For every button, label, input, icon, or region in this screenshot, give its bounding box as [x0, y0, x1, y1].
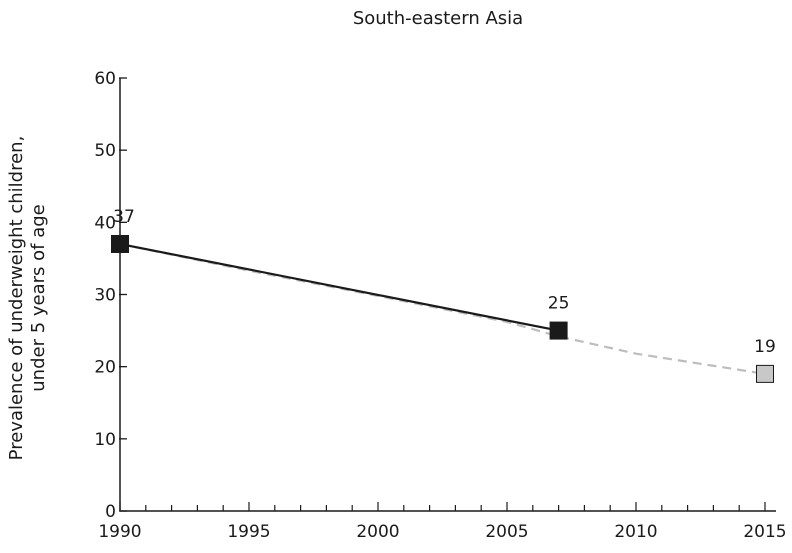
y-ticks: 0 10 20 30 40 50 60 — [94, 69, 127, 522]
data-point-marker — [111, 234, 129, 253]
y-tick-label: 20 — [94, 358, 116, 378]
y-tick-label: 40 — [94, 213, 116, 233]
x-ticks: 1990 1995 2000 2005 2010 2015 — [98, 502, 787, 542]
x-tick-label: 2000 — [356, 522, 399, 542]
x-tick-label: 1990 — [98, 522, 141, 542]
y-tick-label: 50 — [94, 141, 116, 161]
x-tick-label: 2015 — [743, 522, 786, 542]
x-tick-label: 2010 — [614, 522, 657, 542]
series-layer — [119, 242, 766, 375]
y-tick-label: 30 — [94, 286, 116, 306]
x-tick-label: 1995 — [227, 522, 270, 542]
data-point-label: 25 — [548, 294, 570, 314]
y-axis-title: Prevalence of underweight children, unde… — [6, 136, 49, 461]
x-tick-label: 2005 — [485, 522, 528, 542]
data-point-marker — [549, 321, 568, 340]
y-tick-label: 0 — [105, 502, 116, 522]
y-axis-title-line-1: Prevalence of underweight children, — [6, 136, 27, 461]
trend-line-dashed — [119, 242, 766, 375]
y-tick-label: 60 — [94, 69, 116, 89]
data-point-label: 19 — [754, 337, 776, 357]
y-axis-title-line-2: under 5 years of age — [28, 204, 49, 391]
data-point-marker — [756, 364, 774, 383]
y-tick-label: 10 — [94, 430, 116, 450]
points-layer: 37 25 19 — [111, 207, 776, 383]
data-point-label: 37 — [113, 207, 135, 227]
chart-title: South-eastern Asia — [353, 8, 523, 29]
observed-line — [119, 242, 559, 332]
